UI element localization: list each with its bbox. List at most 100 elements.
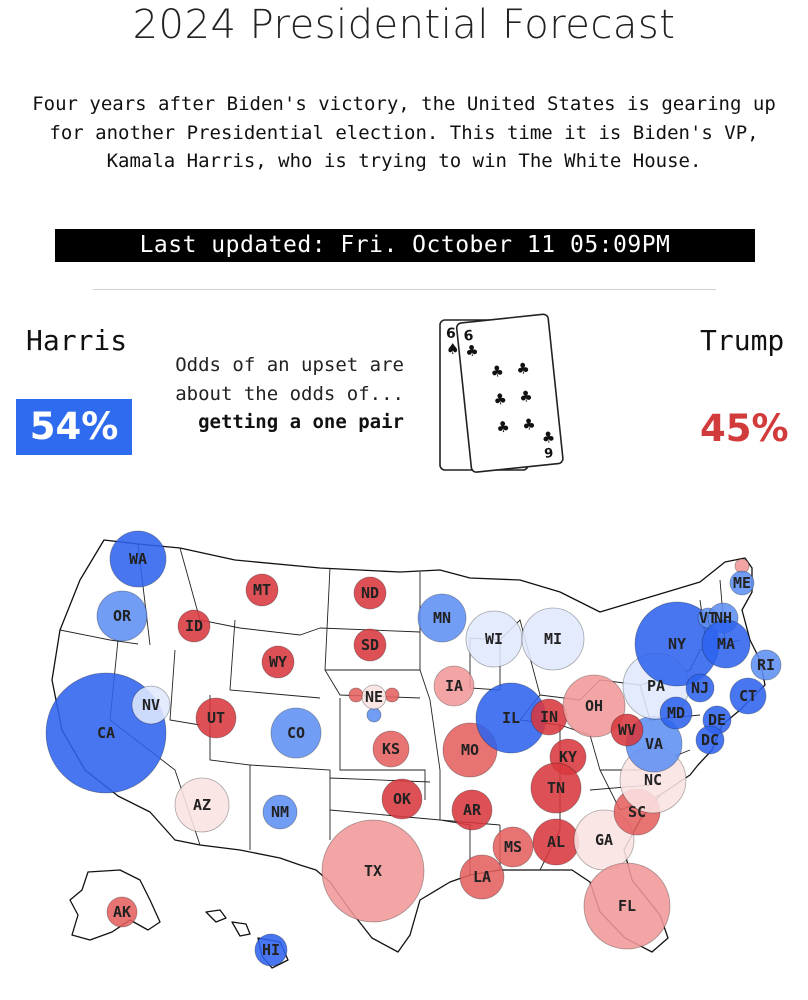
state-label-ct: CT [739,687,757,705]
club-icon: ♣ [490,362,505,381]
state-label-co: CO [287,724,305,742]
odds-line-3: getting a one pair [198,411,404,433]
state-label-ri: RI [757,656,775,674]
back-card-rank: 6 [446,326,456,342]
state-label-vt: VT [699,609,717,627]
state-label-in: IN [540,708,558,726]
state-bubble-me[interactable] [729,570,755,596]
state-label-sd: SD [361,636,379,654]
state-bubble-ak[interactable] [106,896,138,928]
state-bubble-fl[interactable] [583,862,671,950]
state-label-az: AZ [193,796,211,814]
state-label-fl: FL [618,897,636,915]
state-label-wi: WI [485,630,503,648]
state-label-tn: TN [547,779,565,797]
state-label-md: MD [667,704,685,722]
state-bubble-ri[interactable] [750,649,782,681]
state-bubble-md[interactable] [659,696,693,730]
trump-percentage: 45% [700,407,789,450]
state-bubble-mn[interactable] [417,593,467,643]
state-bubble-tn[interactable] [530,762,582,814]
state-label-ne: NE [365,688,383,706]
club-icon: ♣ [518,387,533,406]
front-card: 6 ♣ ♣ ♣ ♣ ♣ ♣ ♣ ♣ 9 [455,313,564,473]
state-label-ms: MS [504,838,522,856]
state-bubble-id[interactable] [177,609,211,643]
state-label-ks: KS [382,740,400,758]
state-bubble-nm[interactable] [262,794,298,830]
state-label-nv: NV [142,696,160,714]
state-bubble-ut[interactable] [195,697,237,739]
trump-label: Trump [700,324,785,357]
state-label-ia: IA [445,677,463,695]
state-label-la: LA [473,868,491,886]
state-label-ma: MA [717,635,735,653]
state-label-nj: NJ [691,679,709,697]
state-label-ut: UT [207,709,225,727]
state-label-va: VA [645,735,663,753]
electoral-map: WA OR CA NV ID MT WY UT AZ CO NM ND SD NE KS OK TX MN IA MO… [45,530,782,969]
last-updated-banner: Last updated: Fri. October 11 05:09PM [55,229,755,262]
state-bubble-wy[interactable] [261,645,295,679]
state-label-wy: WY [269,653,287,671]
state-label-mi: MI [544,630,562,648]
state-bubble-az[interactable] [174,777,230,833]
state-bubble-ms[interactable] [492,826,534,868]
district-bubble[interactable] [384,687,400,703]
state-label-mn: MN [433,609,451,627]
state-label-pa: PA [647,677,665,695]
club-icon: ♣ [464,341,479,360]
state-label-or: OR [113,607,132,625]
state-bubble-ma[interactable] [701,619,751,669]
state-bubble-wa[interactable] [109,530,167,588]
state-label-wv: WV [618,721,636,739]
divider [93,289,716,290]
upset-odds-text: Odds of an upset are about the odds of..… [140,351,404,437]
harris-percentage: 54% [16,399,132,455]
state-bubble-oh[interactable] [562,674,626,738]
state-bubble-mt[interactable] [245,573,279,607]
district-bubble[interactable] [366,707,382,723]
state-label-dc: DC [701,731,719,749]
state-bubble-or[interactable] [96,590,148,642]
state-bubble-sd[interactable] [353,628,387,662]
state-bubble-hi[interactable] [254,933,288,967]
state-bubble-la[interactable] [459,854,505,900]
intro-paragraph: Four years after Biden's victory, the Un… [32,93,776,172]
district-bubble[interactable] [348,687,364,703]
state-bubble-dc[interactable] [695,725,725,755]
state-label-nd: ND [361,584,379,602]
state-bubble-co[interactable] [270,707,322,759]
state-label-hi: HI [262,941,280,959]
state-bubble-mi[interactable] [521,607,585,671]
state-label-ar: AR [463,801,482,819]
state-label-ak: AK [113,903,131,921]
state-label-il: IL [502,709,520,727]
state-label-nc: NC [644,771,662,789]
state-label-me: ME [733,574,751,592]
state-bubble-nj[interactable] [685,673,715,703]
spade-icon: ♠ [446,340,459,358]
club-icon: ♣ [495,417,510,436]
state-label-ok: OK [393,790,411,808]
state-bubble-nd[interactable] [353,576,387,610]
playing-cards-illustration: 6 ♠ 6 ♣ ♣ ♣ ♣ ♣ ♣ ♣ ♣ 9 [439,313,564,473]
state-bubble-tx[interactable] [321,819,425,923]
state-bubble-ne[interactable] [361,684,387,710]
state-label-tx: TX [364,862,382,880]
state-bubble-ks[interactable] [372,730,410,768]
state-label-wa: WA [129,550,147,568]
club-pips: ♣ ♣ ♣ ♣ ♣ ♣ [490,359,537,437]
state-bubble-wv[interactable] [610,713,644,747]
odds-line-2: about the odds of... [175,382,404,405]
state-bubble-ok[interactable] [381,778,423,820]
state-bubble-ia[interactable] [433,665,475,707]
state-bubble-nv[interactable] [131,685,171,725]
front-card-rank: 6 [463,328,474,345]
front-card-corner: 9 [544,446,555,462]
state-label-al: AL [547,833,565,851]
state-bubble-ar[interactable] [451,789,493,831]
state-bubble-ct[interactable] [729,677,767,715]
state-label-de: DE [708,711,726,729]
state-label-mo: MO [461,741,479,759]
